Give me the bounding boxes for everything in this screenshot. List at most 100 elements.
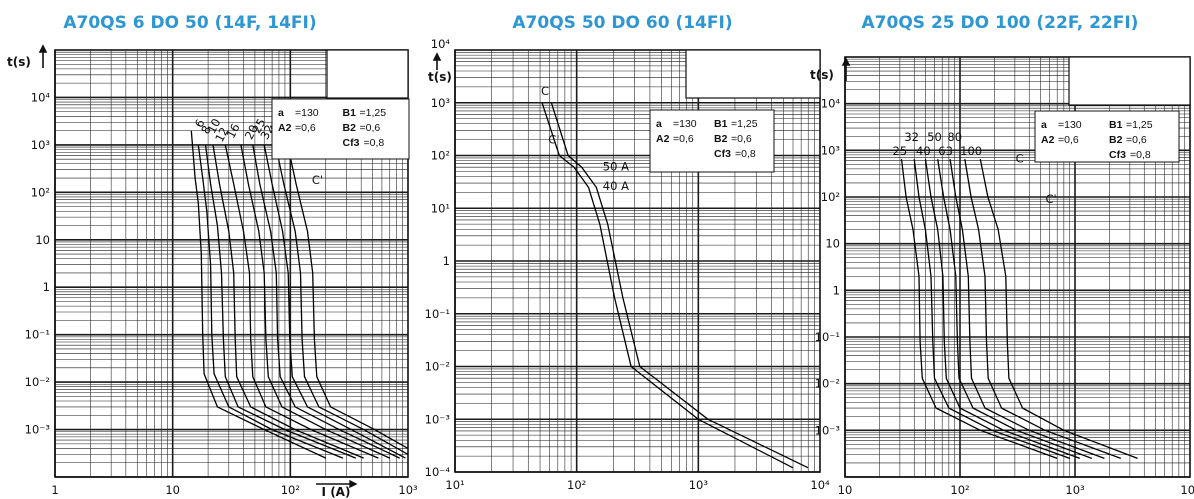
parameter-box-frame <box>1034 110 1180 163</box>
parameter-key: A2 <box>278 122 292 134</box>
chart-2-title: A70QS 50 DO 60 (14FI) <box>512 13 733 33</box>
chart-3: 32 50 80 25 40 63 100 C C' 10 10² 10³ 10⁴ 10⁻³ 10⁻² 10⁻… <box>810 56 1194 497</box>
y-tick-label: 10² <box>821 190 840 204</box>
parameter-key: Cf3 <box>343 137 360 149</box>
y-tick-label: 10² <box>31 185 50 199</box>
y-tick-label: 10⁻³ <box>815 423 841 437</box>
parameter-key: a <box>278 107 284 119</box>
y-tick-label: 10² <box>431 149 450 163</box>
trip-curve-10 <box>204 144 357 459</box>
curve-label: C' <box>1046 192 1057 206</box>
y-tick-label: 10³ <box>431 96 451 110</box>
parameter-value: =130 <box>295 107 319 119</box>
curve-label: C <box>541 84 549 98</box>
y-axis-label: t(s) <box>428 70 452 84</box>
y-tick-label: 10⁴ <box>431 37 451 51</box>
y-axis-arrow <box>432 52 442 70</box>
y-tick-label: 10⁻¹ <box>815 330 840 344</box>
curve-label: C' <box>312 173 323 187</box>
x-tick-label: 10³ <box>1065 483 1085 497</box>
parameter-key: B2 <box>714 133 728 145</box>
y-tick-label: 10⁻⁴ <box>425 465 451 479</box>
parameter-value: =0,8 <box>735 148 756 160</box>
parameter-key: a <box>1041 119 1047 131</box>
parameter-value: =1,25 <box>1126 119 1153 131</box>
x-axis-label: I (A) <box>322 485 351 499</box>
trip-curve-80 <box>964 158 1122 460</box>
trip-curve-40 <box>924 159 1081 460</box>
parameter-key: Cf3 <box>714 148 731 160</box>
trip-curve-63 <box>949 159 1105 460</box>
trip-curve-32 <box>913 159 1070 460</box>
curve-label: 63 <box>938 144 953 158</box>
curve-label: C <box>1016 151 1024 165</box>
y-tick-label: 10³ <box>821 143 841 157</box>
blank-label-box <box>685 49 821 99</box>
plot-frame <box>844 56 1191 478</box>
y-tick-label: 10⁻² <box>425 360 450 374</box>
trip-curve-50 <box>287 144 409 449</box>
y-tick-label: 10⁴ <box>31 90 51 104</box>
x-tick-label: 10³ <box>689 478 709 492</box>
chart-1-title: A70QS 6 DO 50 (14F, 14FI) <box>63 13 317 33</box>
y-tick-label: 10⁻³ <box>425 412 451 426</box>
x-tick-label: 10 <box>838 483 853 497</box>
trip-curve-6 <box>190 130 327 459</box>
parameter-value: =0,6 <box>1058 134 1079 146</box>
parameter-key: B1 <box>343 107 357 119</box>
trip-curve-32 <box>263 144 406 459</box>
y-axis-label: t(s) <box>810 68 834 82</box>
y-tick-label: 1 <box>833 283 840 297</box>
parameter-box-frame <box>649 109 775 173</box>
parameter-key: A2 <box>1041 134 1055 146</box>
y-tick-label: 10⁻² <box>25 375 50 389</box>
y-axis-arrow <box>38 44 48 68</box>
curve-label: 20 <box>242 122 261 141</box>
y-tick-label: 10³ <box>31 138 51 152</box>
parameter-value: =0,8 <box>364 137 385 149</box>
x-tick-label: 10² <box>281 483 300 497</box>
curve-label: C' <box>548 132 559 146</box>
y-tick-label: 1 <box>443 254 450 268</box>
blank-label-box <box>1068 56 1191 106</box>
y-tick-label: 10⁻¹ <box>425 307 450 321</box>
curve-label: 25 <box>249 116 268 135</box>
x-tick-label: 10³ <box>398 483 418 497</box>
parameter-key: a <box>656 118 662 130</box>
y-tick-label: 1 <box>43 280 50 294</box>
y-tick-label: 10 <box>825 237 840 251</box>
y-axis-label: t(s) <box>7 55 31 69</box>
x-tick-label: 1 <box>51 483 58 497</box>
trip-curve-40 <box>274 144 409 455</box>
curve-label: 12 <box>212 125 231 144</box>
grid <box>844 57 1190 478</box>
x-tick-label: 10⁴ <box>1180 483 1194 497</box>
parameter-value: =0,6 <box>360 122 381 134</box>
parameter-value: =1,25 <box>360 107 387 119</box>
x-tick-label: 10⁴ <box>810 478 830 492</box>
parameter-value: =0,6 <box>731 133 752 145</box>
curve-label: 10 <box>204 116 223 135</box>
curve-label: 25 <box>893 144 908 158</box>
trip-curve-40-A <box>541 102 794 469</box>
parameter-key: Cf3 <box>1109 149 1126 161</box>
trip-curve-100 <box>979 158 1138 460</box>
trip-curve-12 <box>212 144 364 459</box>
parameter-value: =0,8 <box>1130 149 1151 161</box>
parameter-key: B1 <box>714 118 728 130</box>
x-tick-label: 10¹ <box>445 478 464 492</box>
trip-curve-50-A <box>550 102 809 469</box>
trip-curve-50 <box>937 159 1093 460</box>
curve-label: 16 <box>224 121 243 140</box>
x-tick-label: 10² <box>950 483 969 497</box>
y-tick-label: 10¹ <box>431 201 450 215</box>
x-tick-label: 10² <box>567 478 586 492</box>
curve-label: 40 A <box>603 179 629 193</box>
curves <box>900 158 1138 460</box>
parameter-key: B1 <box>1109 119 1123 131</box>
curve-label: 80 <box>947 130 962 144</box>
trip-curve-8 <box>197 144 344 459</box>
y-tick-label: 10⁴ <box>821 97 841 111</box>
